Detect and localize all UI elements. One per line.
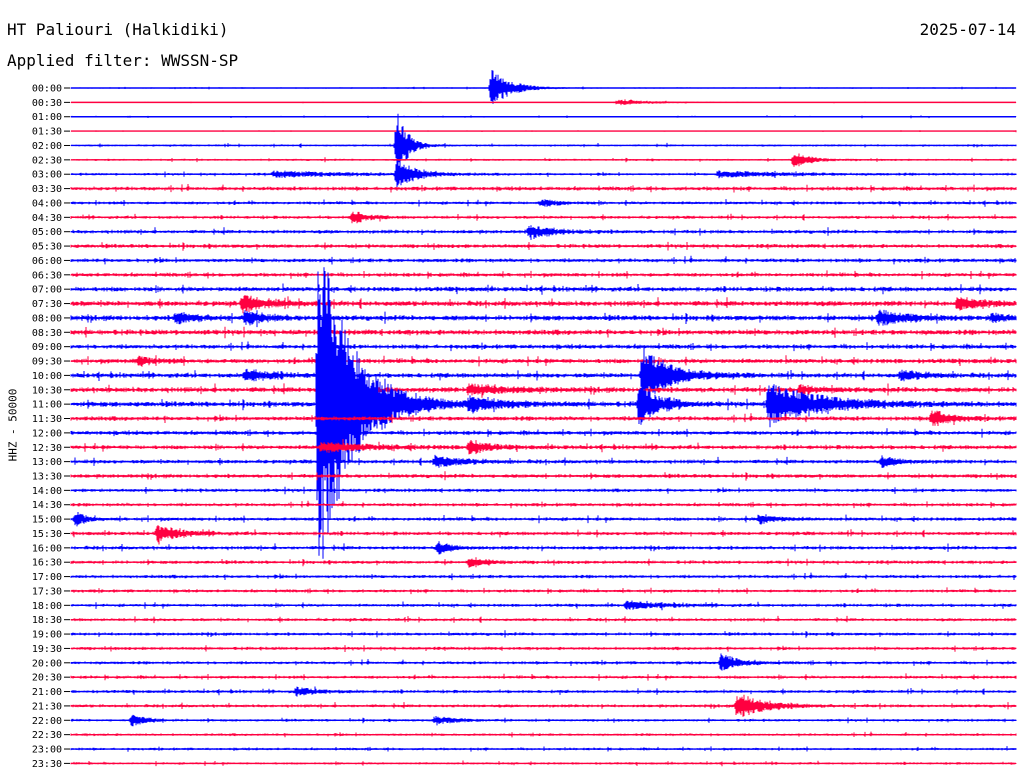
row-time-label: 10:30: [32, 385, 62, 396]
trace-line-0500: [70, 225, 1017, 240]
row-time-label: 00:00: [32, 84, 62, 95]
station-title: HT Paliouri (Halkidiki): [7, 20, 229, 39]
row-time-label: 21:00: [32, 687, 62, 698]
row-time-label: 12:00: [32, 428, 62, 439]
row-time-label: 03:30: [32, 184, 62, 195]
row-time-label: 18:30: [32, 615, 62, 626]
trace-line-2000: [70, 653, 1017, 671]
row-time-label: 23:30: [32, 759, 62, 770]
row-time-label: 07:00: [32, 285, 62, 296]
row-time-label: 14:00: [32, 486, 62, 497]
trace-line-0200: [70, 113, 1017, 183]
row-time-label: 04:30: [32, 213, 62, 224]
row-time-label: 22:00: [32, 716, 62, 727]
row-time-label: 19:30: [32, 644, 62, 655]
trace-line-1530: [70, 525, 1017, 545]
row-time-label: 03:00: [32, 170, 62, 181]
row-time-label: 22:30: [32, 730, 62, 741]
row-time-label: 12:30: [32, 443, 62, 454]
row-time-label: 17:30: [32, 586, 62, 597]
component-scale-label: HHZ - 50000: [6, 388, 20, 462]
filter-label: Applied filter: WWSSN-SP: [7, 51, 239, 70]
row-time-label: 14:30: [32, 500, 62, 511]
row-time-label: 20:30: [32, 673, 62, 684]
row-time-label: 01:30: [32, 127, 62, 138]
row-time-label: 13:00: [32, 457, 62, 468]
row-time-label: 11:30: [32, 414, 62, 425]
row-time-label: 18:00: [32, 601, 62, 612]
row-time-label: 15:00: [32, 515, 62, 526]
row-time-label: 04:00: [32, 198, 62, 209]
row-time-label: 05:00: [32, 227, 62, 238]
row-time-label: 05:30: [32, 242, 62, 253]
row-time-label: 16:00: [32, 543, 62, 554]
row-time-label: 13:30: [32, 471, 62, 482]
row-time-label: 02:00: [32, 141, 62, 152]
row-time-label: 09:30: [32, 357, 62, 368]
row-time-label: 15:30: [32, 529, 62, 540]
trace-line-0000: [70, 70, 1017, 104]
row-time-label: 17:00: [32, 572, 62, 583]
row-time-label: 23:00: [32, 745, 62, 756]
row-time-label: 06:00: [32, 256, 62, 267]
row-time-label: 21:30: [32, 701, 62, 712]
trace-line-1100: [70, 267, 1017, 559]
row-time-label: 20:00: [32, 658, 62, 669]
row-time-label: 16:30: [32, 558, 62, 569]
row-time-label: 11:00: [32, 400, 62, 411]
row-time-label: 02:30: [32, 155, 62, 166]
row-time-label: 08:30: [32, 328, 62, 339]
row-time-label: 09:00: [32, 342, 62, 353]
date-label: 2025-07-14: [919, 20, 1016, 39]
row-time-label: 07:30: [32, 299, 62, 310]
row-time-label: 00:30: [32, 98, 62, 109]
row-time-label: 19:00: [32, 630, 62, 641]
row-time-label: 08:00: [32, 313, 62, 324]
row-time-label: 06:30: [32, 270, 62, 281]
row-time-label: 01:00: [32, 112, 62, 123]
trace-line-1030: [70, 383, 1017, 398]
row-time-label: 10:00: [32, 371, 62, 382]
